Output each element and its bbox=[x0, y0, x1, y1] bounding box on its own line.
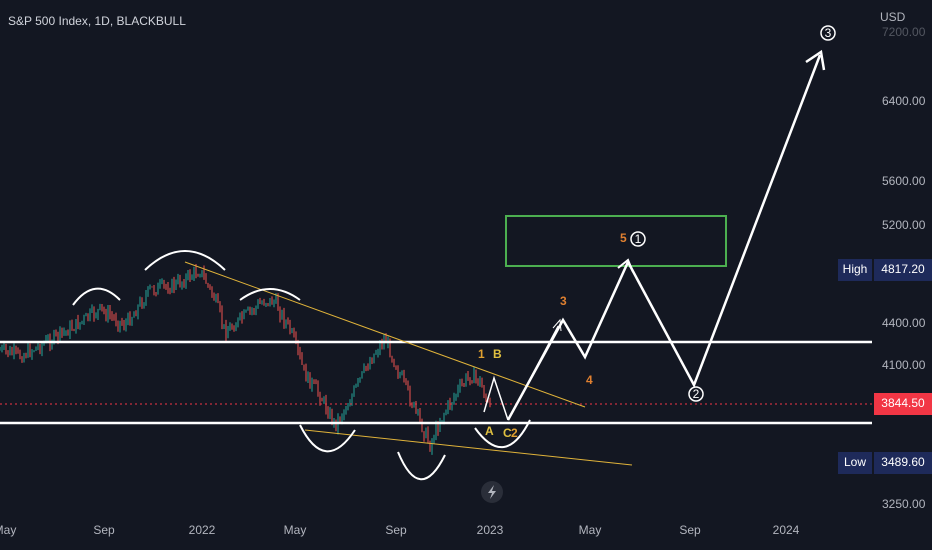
last-value: 3844.50 bbox=[881, 396, 925, 410]
last-badge bbox=[874, 393, 932, 415]
high-badge bbox=[874, 259, 932, 281]
low-tag bbox=[838, 452, 872, 474]
high-tag-label: High bbox=[843, 262, 868, 276]
time-label: Sep bbox=[385, 523, 407, 537]
projection-path bbox=[506, 54, 822, 421]
wave-label: 2 bbox=[693, 387, 700, 401]
wave-label: 3 bbox=[560, 294, 567, 308]
wave-label: 1 bbox=[478, 347, 485, 361]
trendline-upper bbox=[184, 261, 586, 408]
lightning-icon bbox=[488, 485, 496, 499]
price-label: 4100.00 bbox=[882, 358, 926, 372]
high-value: 4817.20 bbox=[881, 262, 925, 276]
wave-label: 1 bbox=[635, 232, 642, 246]
wave-circle bbox=[820, 25, 836, 41]
wave-label: 2 bbox=[511, 426, 518, 440]
time-label: May bbox=[0, 523, 16, 537]
price-label: 6400.00 bbox=[882, 94, 926, 108]
wave-b bbox=[483, 375, 509, 421]
high-tag bbox=[838, 259, 872, 281]
time-label: Sep bbox=[93, 523, 115, 537]
low-value: 3489.60 bbox=[881, 455, 925, 469]
target-box bbox=[505, 215, 727, 267]
time-label: May bbox=[579, 523, 602, 537]
wave-label: B bbox=[493, 347, 502, 361]
wave-label: 4 bbox=[586, 373, 593, 387]
arrow-head bbox=[617, 258, 634, 273]
arrow-head bbox=[552, 318, 562, 332]
wave-circle bbox=[630, 231, 646, 247]
time-label: 2023 bbox=[477, 523, 504, 537]
time-label: 2022 bbox=[189, 523, 216, 537]
wave-label: C bbox=[503, 426, 512, 440]
wave-label: 5 bbox=[620, 231, 627, 245]
trendline-lower bbox=[304, 429, 633, 466]
currency-label: USD bbox=[880, 10, 906, 24]
price-label: 3250.00 bbox=[882, 497, 926, 511]
wave-label: 3 bbox=[825, 26, 832, 40]
chart-title: S&P 500 Index, 1D, BLACKBULL bbox=[8, 14, 186, 28]
time-label: Sep bbox=[679, 523, 701, 537]
price-label: 7200.00 bbox=[882, 25, 926, 39]
arrow-head bbox=[805, 49, 826, 71]
price-label: 5600.00 bbox=[882, 174, 926, 188]
wave-label: A bbox=[485, 424, 494, 438]
time-label: 2024 bbox=[773, 523, 800, 537]
wave-circle bbox=[688, 386, 704, 402]
low-badge bbox=[874, 452, 932, 474]
price-label: 5200.00 bbox=[882, 218, 926, 232]
price-label: 4400.00 bbox=[882, 316, 926, 330]
low-tag-label: Low bbox=[844, 455, 866, 469]
time-label: May bbox=[284, 523, 307, 537]
pattern-arcs bbox=[72, 250, 531, 481]
